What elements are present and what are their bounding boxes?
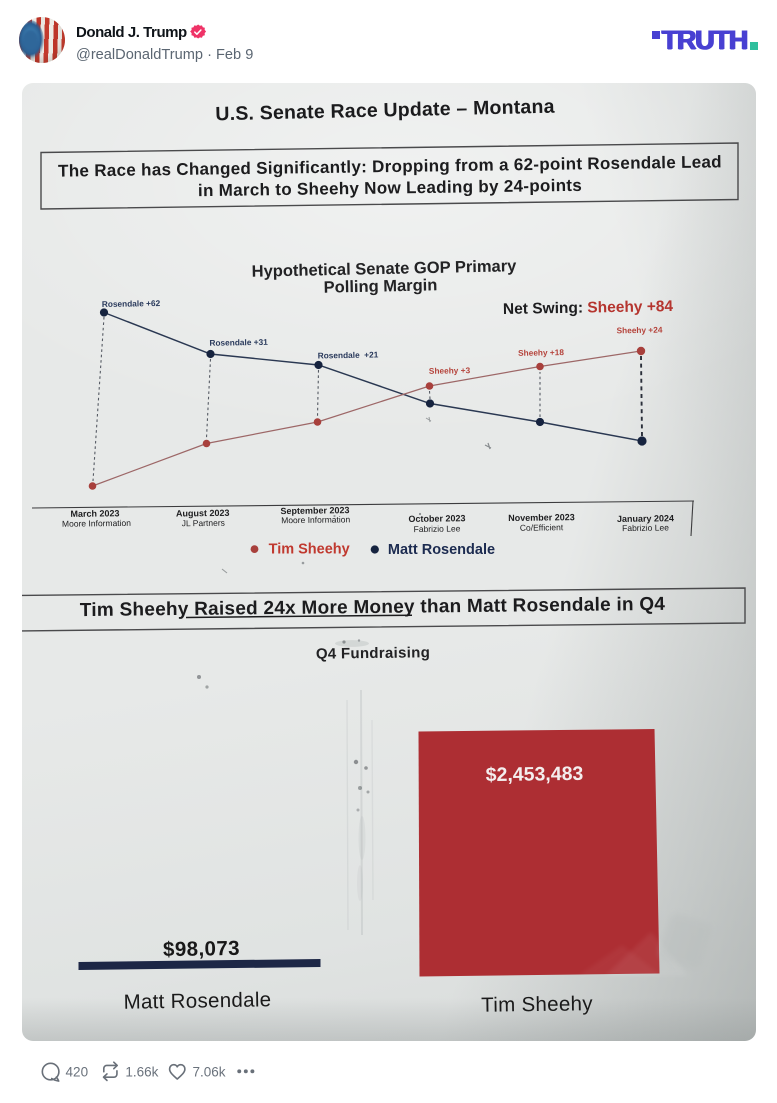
svg-text:Moore Information: Moore Information <box>281 514 350 525</box>
svg-text:Q4 Fundraising: Q4 Fundraising <box>316 644 430 663</box>
svg-text:Rosendale +31: Rosendale +31 <box>209 337 268 348</box>
svg-text:420: 420 <box>66 1064 89 1079</box>
svg-text:Sheehy +18: Sheehy +18 <box>518 347 564 358</box>
svg-text:October 2023: October 2023 <box>408 513 465 524</box>
svg-text:in March to Sheehy Now Leading: in March to Sheehy Now Leading by 24-poi… <box>198 176 582 200</box>
svg-text:November 2023: November 2023 <box>508 512 575 523</box>
svg-text:1.66k: 1.66k <box>125 1064 158 1079</box>
svg-text:Co/Efficient: Co/Efficient <box>520 522 564 533</box>
svg-text:Tim Sheehy: Tim Sheehy <box>269 542 350 558</box>
svg-text:Hypothetical Senate GOP Primar: Hypothetical Senate GOP Primary <box>251 257 517 281</box>
svg-text:Net Swing: Sheehy +84: Net Swing: Sheehy +84 <box>503 298 674 318</box>
svg-text:JL Partners: JL Partners <box>182 518 225 529</box>
svg-text:Sheehy +3: Sheehy +3 <box>429 365 471 376</box>
svg-text:Sheehy +24: Sheehy +24 <box>616 325 662 336</box>
svg-text:Fabrizio Lee: Fabrizio Lee <box>414 523 461 534</box>
svg-text:August 2023: August 2023 <box>176 508 230 519</box>
svg-text:Matt Rosendale: Matt Rosendale <box>123 988 271 1014</box>
svg-text:$98,073: $98,073 <box>163 937 240 961</box>
svg-text:January 2024: January 2024 <box>617 513 674 524</box>
svg-text:September 2023: September 2023 <box>280 505 349 516</box>
svg-text:Matt Rosendale: Matt Rosendale <box>388 542 495 558</box>
svg-text:March 2023: March 2023 <box>70 508 119 519</box>
svg-text:Rosendale +62: Rosendale +62 <box>102 298 161 309</box>
svg-text:The Race has Changed Significa: The Race has Changed Significantly: Drop… <box>58 152 722 180</box>
svg-text:7.06k: 7.06k <box>192 1064 225 1079</box>
svg-text:Tim Sheehy: Tim Sheehy <box>481 992 593 1017</box>
svg-text:Rosendale +21: Rosendale +21 <box>318 349 379 360</box>
svg-text:U.S. Senate Race Update – Mont: U.S. Senate Race Update – Montana <box>215 96 555 126</box>
svg-text:Polling Margin: Polling Margin <box>324 276 438 296</box>
svg-text:Moore Information: Moore Information <box>62 518 131 529</box>
svg-text:$2,453,483: $2,453,483 <box>486 763 584 786</box>
svg-text:Tim Sheehy Raised 24x More Mon: Tim Sheehy Raised 24x More Money than Ma… <box>80 594 666 621</box>
svg-text:Fabrizio Lee: Fabrizio Lee <box>622 522 669 533</box>
